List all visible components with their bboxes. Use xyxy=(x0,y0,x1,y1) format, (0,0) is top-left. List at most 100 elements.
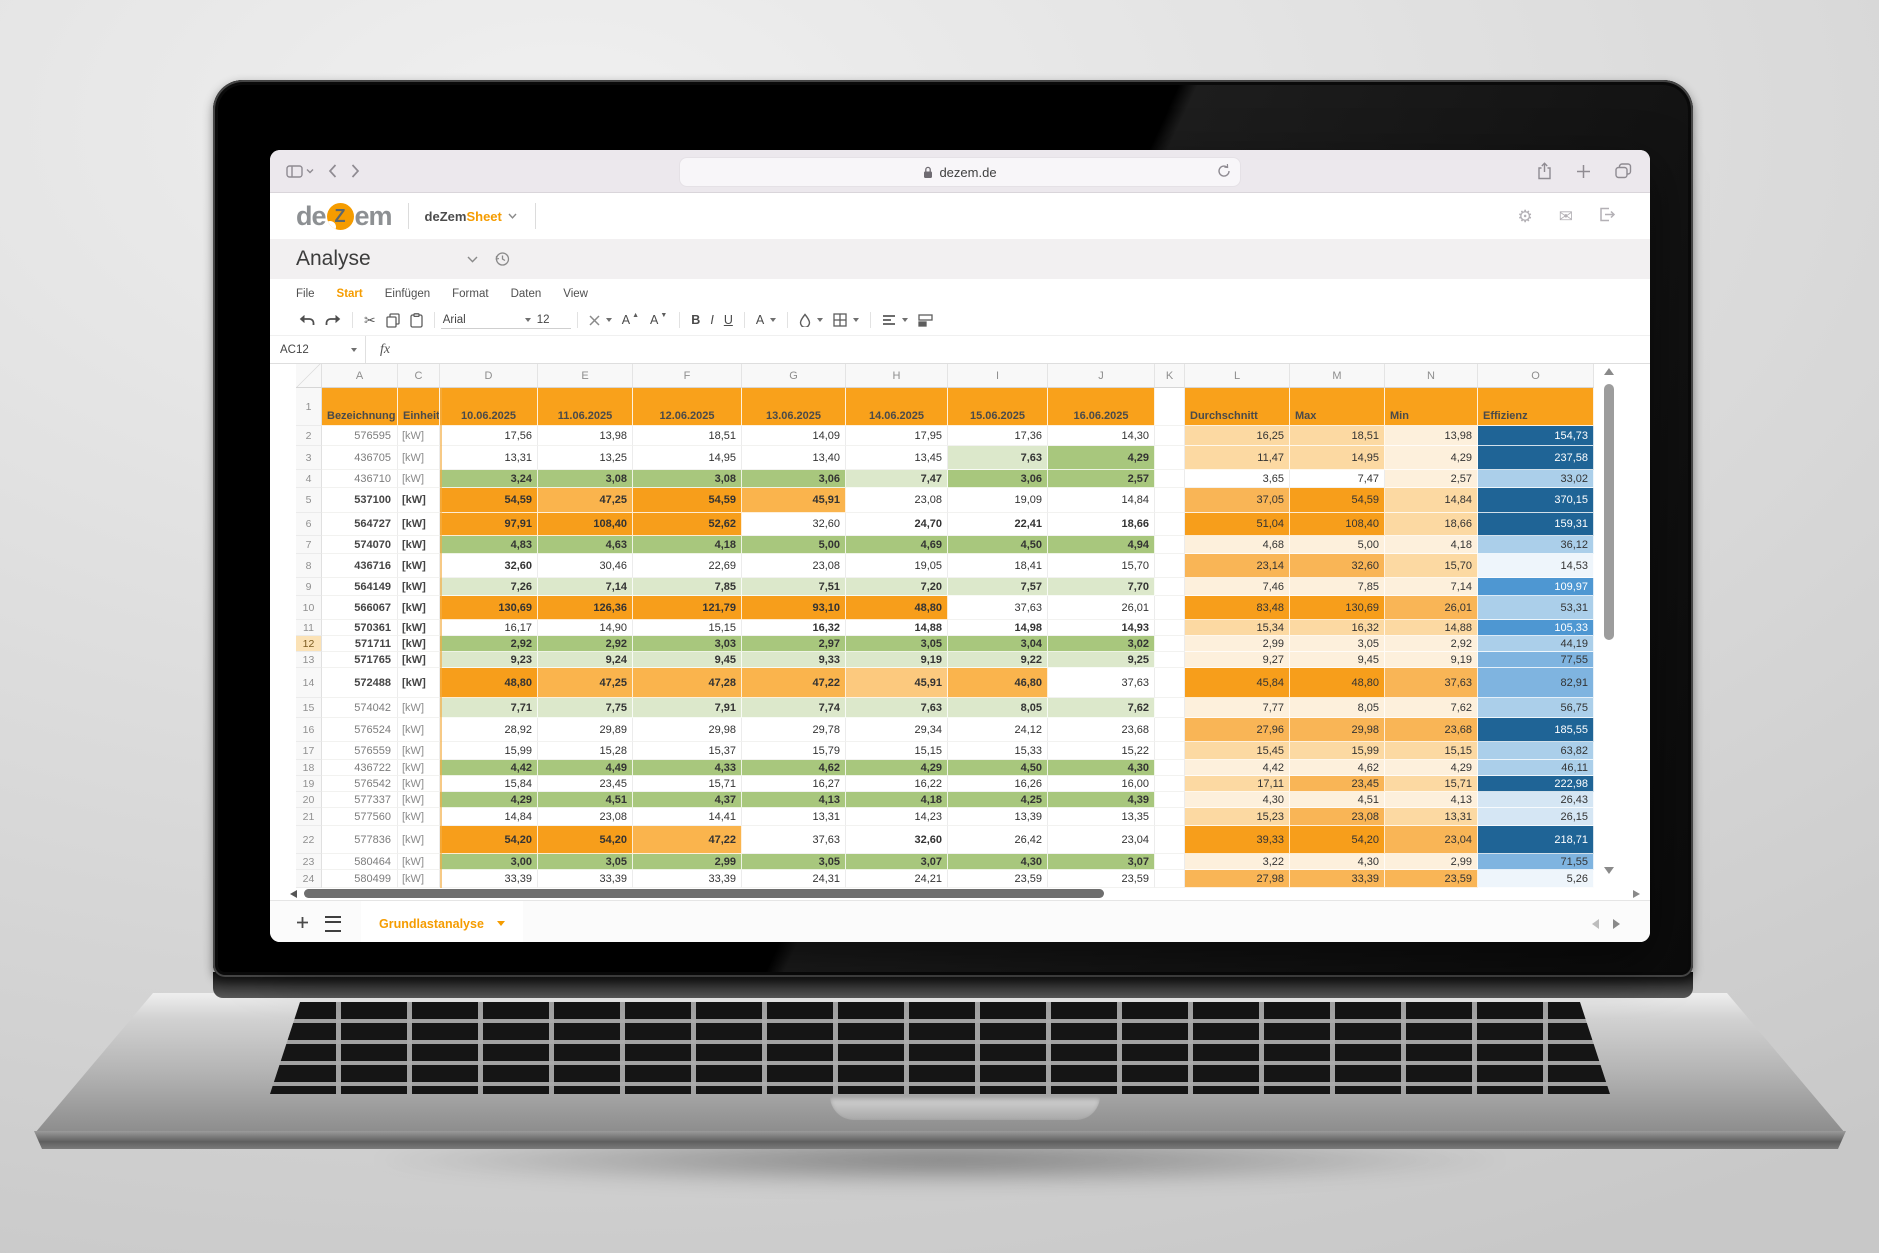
cell-unit[interactable]: [kW] xyxy=(398,792,440,808)
cell[interactable]: 19,05 xyxy=(846,554,948,578)
cell[interactable]: 370,15 xyxy=(1478,488,1594,513)
font-family-select[interactable]: Arial xyxy=(440,312,533,329)
cell[interactable]: 32,60 xyxy=(440,554,538,578)
cell-spacer[interactable] xyxy=(1155,760,1185,776)
new-tab-icon[interactable] xyxy=(1576,164,1591,179)
cell[interactable]: 37,63 xyxy=(1048,668,1155,698)
cell[interactable]: 126,36 xyxy=(538,596,633,620)
cell[interactable]: 13,98 xyxy=(1385,426,1478,446)
cell[interactable]: 54,59 xyxy=(440,488,538,513)
cell[interactable]: 2,92 xyxy=(440,636,538,652)
cell[interactable]: 4,62 xyxy=(1290,760,1385,776)
cell[interactable]: 159,31 xyxy=(1478,513,1594,536)
cell[interactable]: 23,59 xyxy=(1048,870,1155,888)
cell[interactable]: 23,08 xyxy=(846,488,948,513)
cell[interactable]: 17,36 xyxy=(948,426,1048,446)
header-date[interactable]: 13.06.2025 xyxy=(742,388,846,426)
header-date[interactable]: 12.06.2025 xyxy=(633,388,742,426)
cell[interactable]: 27,96 xyxy=(1185,718,1290,742)
row-number[interactable]: 1 xyxy=(296,388,322,426)
add-sheet-button[interactable] xyxy=(296,916,309,932)
cell-unit[interactable]: [kW] xyxy=(398,426,440,446)
cell[interactable]: 15,15 xyxy=(1385,742,1478,760)
cell[interactable]: 13,31 xyxy=(742,808,846,826)
cell[interactable]: 15,15 xyxy=(846,742,948,760)
cell[interactable]: 4,18 xyxy=(633,536,742,554)
font-size-select[interactable]: 12 xyxy=(532,312,571,329)
cell[interactable]: 13,98 xyxy=(538,426,633,446)
cut-button[interactable]: ✂ xyxy=(364,311,376,328)
cell-spacer[interactable] xyxy=(1155,668,1185,698)
cell[interactable]: 24,70 xyxy=(846,513,948,536)
row-number[interactable]: 23 xyxy=(296,854,322,870)
cell-unit[interactable]: [kW] xyxy=(398,652,440,668)
row-number[interactable]: 21 xyxy=(296,808,322,826)
cell[interactable]: 4,25 xyxy=(948,792,1048,808)
cell-id[interactable]: 537100 xyxy=(322,488,398,513)
cell[interactable]: 16,32 xyxy=(1290,620,1385,636)
cell[interactable]: 5,26 xyxy=(1478,870,1594,888)
cell[interactable]: 4,29 xyxy=(1385,760,1478,776)
cell[interactable]: 14,84 xyxy=(440,808,538,826)
cell[interactable]: 9,22 xyxy=(948,652,1048,668)
cell[interactable]: 23,04 xyxy=(1048,826,1155,854)
column-letter[interactable]: A xyxy=(322,364,398,388)
cell[interactable]: 14,98 xyxy=(948,620,1048,636)
cell[interactable]: 15,70 xyxy=(1385,554,1478,578)
cell[interactable]: 2,92 xyxy=(538,636,633,652)
cell[interactable]: 18,41 xyxy=(948,554,1048,578)
italic-button[interactable]: I xyxy=(710,313,714,327)
cell[interactable]: 4,62 xyxy=(742,760,846,776)
cell[interactable]: 4,29 xyxy=(440,792,538,808)
row-number[interactable]: 14 xyxy=(296,668,322,698)
cell-spacer[interactable] xyxy=(1155,470,1185,488)
cell[interactable]: 30,46 xyxy=(538,554,633,578)
cell[interactable]: 15,28 xyxy=(538,742,633,760)
cell-unit[interactable]: [kW] xyxy=(398,578,440,596)
cell[interactable]: 108,40 xyxy=(1290,513,1385,536)
cell-unit[interactable]: [kW] xyxy=(398,554,440,578)
cell[interactable]: 7,57 xyxy=(948,578,1048,596)
cell[interactable]: 7,20 xyxy=(846,578,948,596)
scroll-up-icon[interactable] xyxy=(1604,368,1614,375)
cell[interactable]: 54,20 xyxy=(1290,826,1385,854)
cell[interactable]: 9,45 xyxy=(1290,652,1385,668)
cell[interactable]: 22,69 xyxy=(633,554,742,578)
cell[interactable]: 7,14 xyxy=(538,578,633,596)
cell[interactable]: 28,92 xyxy=(440,718,538,742)
cell[interactable]: 9,33 xyxy=(742,652,846,668)
cell[interactable]: 15,33 xyxy=(948,742,1048,760)
cell[interactable]: 14,53 xyxy=(1478,554,1594,578)
cell[interactable]: 45,84 xyxy=(1185,668,1290,698)
row-number[interactable]: 10 xyxy=(296,596,322,620)
cell[interactable]: 16,25 xyxy=(1185,426,1290,446)
cell[interactable]: 130,69 xyxy=(1290,596,1385,620)
mail-icon[interactable]: ✉ xyxy=(1558,206,1573,226)
cell[interactable]: 14,95 xyxy=(633,446,742,470)
cell[interactable]: 33,39 xyxy=(538,870,633,888)
cell[interactable]: 24,21 xyxy=(846,870,948,888)
increase-font-button[interactable]: A ▲ xyxy=(621,311,640,328)
cell[interactable]: 7,85 xyxy=(633,578,742,596)
cell[interactable]: 56,75 xyxy=(1478,698,1594,718)
cell[interactable]: 23,04 xyxy=(1385,826,1478,854)
cell[interactable]: 2,97 xyxy=(742,636,846,652)
cell[interactable]: 4,51 xyxy=(1290,792,1385,808)
cell[interactable]: 7,47 xyxy=(846,470,948,488)
cell[interactable]: 9,45 xyxy=(633,652,742,668)
cell[interactable]: 83,48 xyxy=(1185,596,1290,620)
row-number[interactable]: 22 xyxy=(296,826,322,854)
cell[interactable]: 51,04 xyxy=(1185,513,1290,536)
cell[interactable]: 15,45 xyxy=(1185,742,1290,760)
cell[interactable]: 7,77 xyxy=(1185,698,1290,718)
cell-unit[interactable]: [kW] xyxy=(398,513,440,536)
cell-id[interactable]: 577836 xyxy=(322,826,398,854)
cell[interactable]: 29,98 xyxy=(633,718,742,742)
cell[interactable]: 11,47 xyxy=(1185,446,1290,470)
cell-unit[interactable]: [kW] xyxy=(398,620,440,636)
cell-id[interactable]: 436710 xyxy=(322,470,398,488)
cell[interactable]: 48,80 xyxy=(846,596,948,620)
cell-id[interactable]: 577560 xyxy=(322,808,398,826)
cell[interactable]: 54,59 xyxy=(1290,488,1385,513)
bold-button[interactable]: B xyxy=(691,313,701,327)
